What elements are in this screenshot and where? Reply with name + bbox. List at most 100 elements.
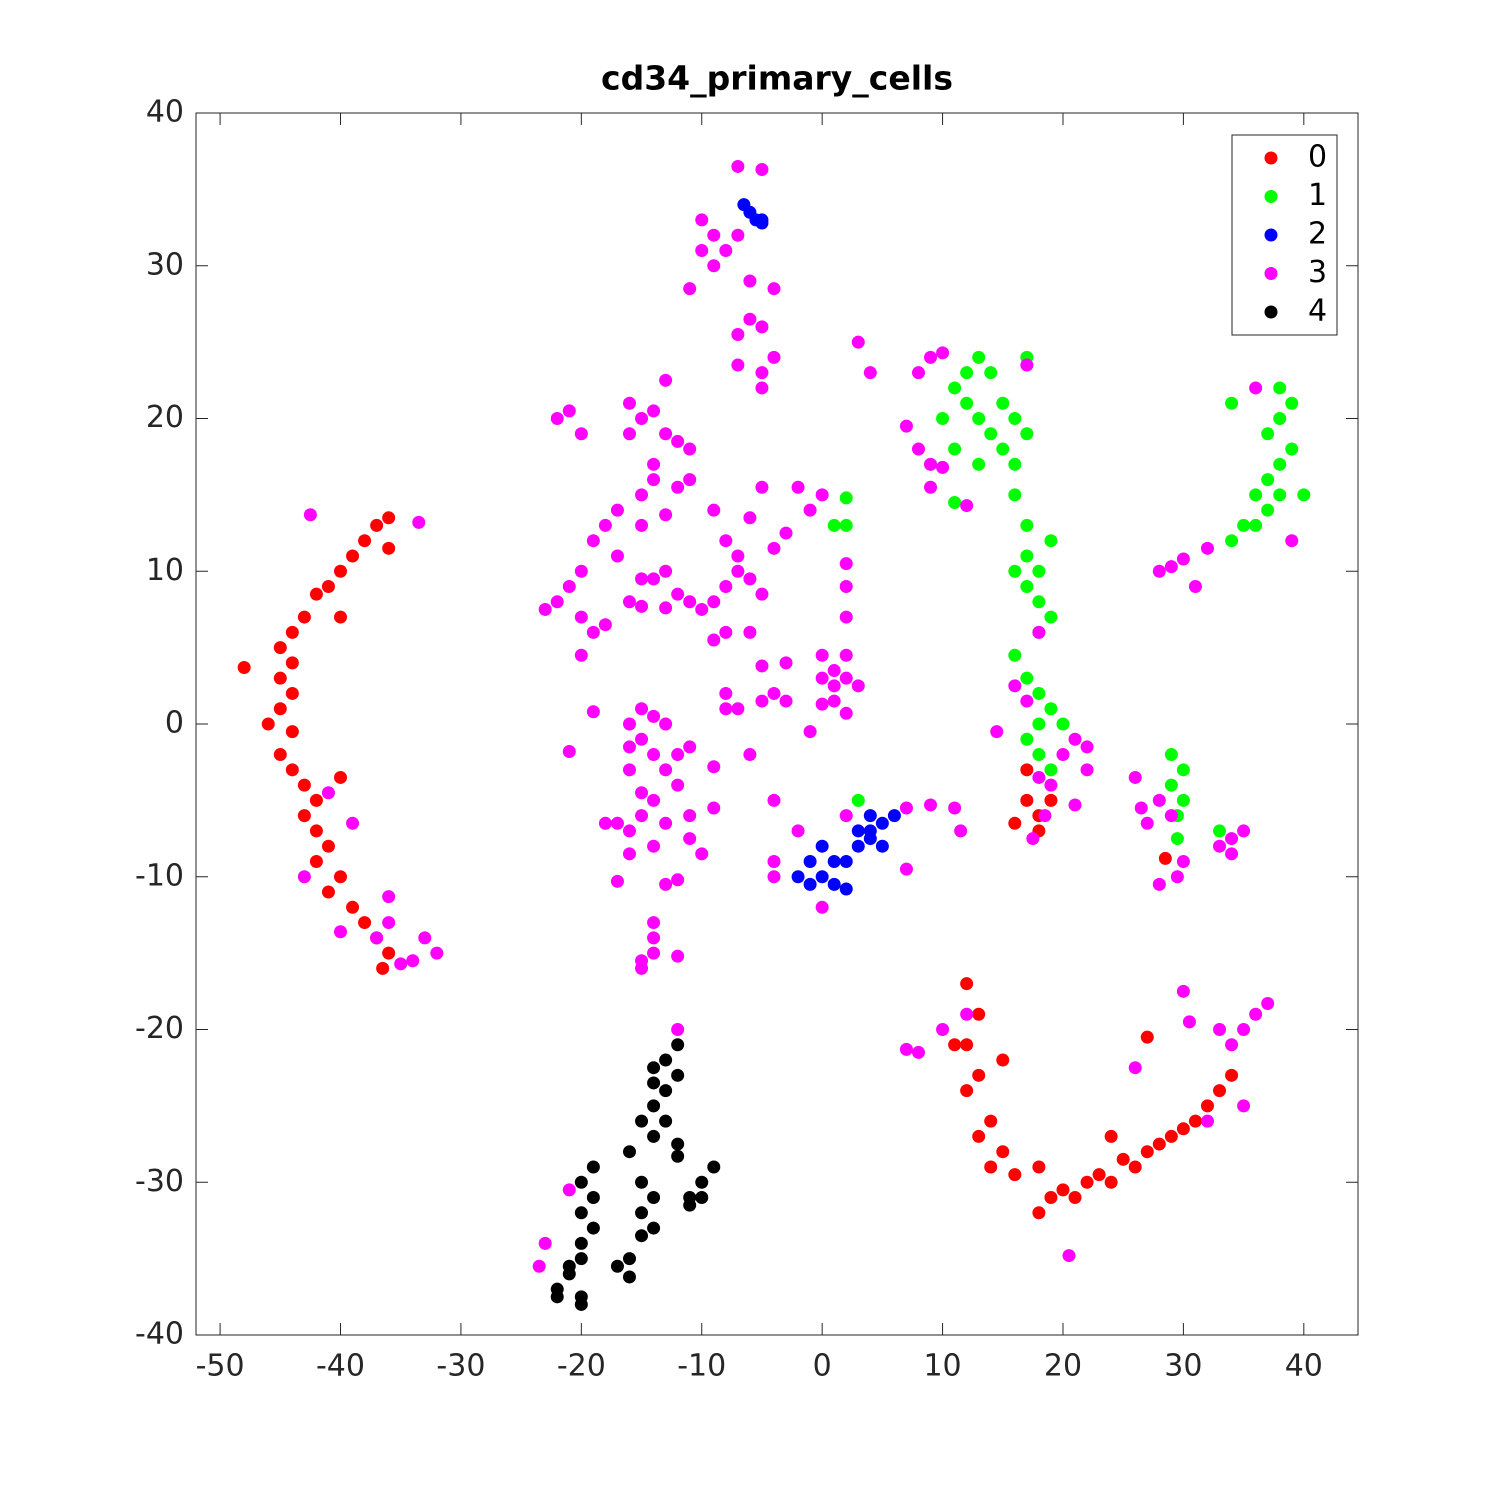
point xyxy=(779,694,793,708)
point xyxy=(671,949,685,963)
point xyxy=(839,580,853,594)
legend-marker xyxy=(1264,151,1278,165)
point xyxy=(924,457,938,471)
point xyxy=(695,1191,709,1205)
point xyxy=(574,1236,588,1250)
point xyxy=(695,602,709,616)
legend-label: 4 xyxy=(1308,294,1327,329)
point xyxy=(839,557,853,571)
point xyxy=(321,839,335,853)
legend-marker xyxy=(1264,267,1278,280)
point xyxy=(683,809,697,823)
point xyxy=(839,882,853,896)
point xyxy=(635,961,649,975)
point xyxy=(827,664,841,678)
point xyxy=(1225,1068,1239,1082)
point xyxy=(683,832,697,846)
point xyxy=(984,1114,998,1128)
point xyxy=(1008,412,1022,425)
point xyxy=(1008,564,1022,578)
point xyxy=(321,885,335,899)
point xyxy=(1068,732,1082,746)
point xyxy=(273,748,287,762)
point xyxy=(683,473,697,487)
point xyxy=(333,564,347,578)
point xyxy=(1237,1099,1251,1113)
point xyxy=(635,518,649,532)
point xyxy=(671,748,685,762)
point xyxy=(659,816,673,830)
point xyxy=(532,1259,546,1273)
point xyxy=(622,740,636,754)
point xyxy=(562,1267,576,1281)
point xyxy=(1164,560,1178,574)
point xyxy=(731,549,745,563)
point xyxy=(1068,798,1082,812)
point xyxy=(1032,1206,1046,1220)
point xyxy=(647,916,661,930)
legend-label: 2 xyxy=(1308,217,1327,252)
point xyxy=(1152,564,1166,578)
point xyxy=(1152,877,1166,891)
x-tick-label: -30 xyxy=(436,1349,485,1384)
point xyxy=(948,801,962,815)
point xyxy=(671,434,685,448)
point xyxy=(538,602,552,616)
point xyxy=(924,480,938,494)
point xyxy=(671,480,685,494)
point xyxy=(574,427,588,441)
point xyxy=(1152,1137,1166,1151)
point xyxy=(659,763,673,777)
point xyxy=(1285,534,1299,548)
point xyxy=(1020,671,1034,685)
point xyxy=(755,587,769,601)
point xyxy=(1261,427,1275,441)
point xyxy=(647,931,661,945)
point xyxy=(695,847,709,861)
point xyxy=(574,1297,588,1311)
point xyxy=(1032,564,1046,578)
point xyxy=(1176,552,1190,566)
point xyxy=(972,350,986,364)
point xyxy=(285,725,299,739)
point xyxy=(574,564,588,578)
point xyxy=(376,961,390,975)
point xyxy=(635,1206,649,1220)
point xyxy=(382,541,396,555)
point xyxy=(1044,534,1058,548)
point xyxy=(731,228,745,242)
point xyxy=(707,633,721,647)
point xyxy=(333,610,347,624)
point xyxy=(839,809,853,823)
point xyxy=(960,396,974,410)
point xyxy=(370,931,384,945)
point xyxy=(1273,488,1287,502)
point xyxy=(297,809,311,823)
point xyxy=(1020,358,1034,372)
point xyxy=(839,648,853,662)
point xyxy=(996,442,1010,456)
point xyxy=(333,870,347,884)
point xyxy=(622,1270,636,1284)
point xyxy=(622,847,636,861)
point xyxy=(779,656,793,670)
point xyxy=(863,832,877,846)
point xyxy=(647,839,661,853)
point xyxy=(1056,717,1070,731)
point xyxy=(731,564,745,578)
point xyxy=(743,572,757,586)
point xyxy=(1008,488,1022,502)
point xyxy=(791,870,805,884)
point xyxy=(767,282,781,296)
point xyxy=(1176,793,1190,807)
point xyxy=(1092,1168,1106,1182)
point xyxy=(1176,763,1190,777)
point xyxy=(936,460,950,474)
point xyxy=(1008,679,1022,693)
point xyxy=(1044,778,1058,792)
legend-marker xyxy=(1264,228,1278,242)
point xyxy=(647,572,661,586)
point xyxy=(647,709,661,723)
point xyxy=(827,854,841,868)
point xyxy=(297,778,311,792)
